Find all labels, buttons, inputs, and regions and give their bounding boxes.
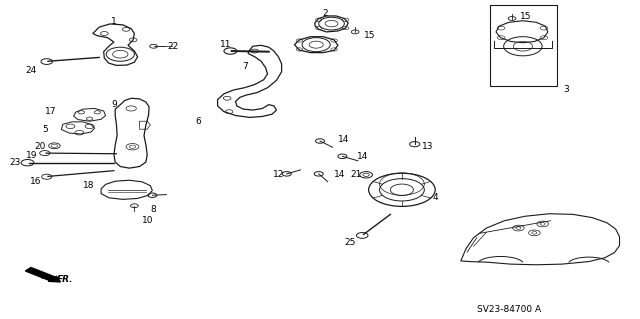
Text: 2: 2 <box>323 9 328 18</box>
Text: 9: 9 <box>111 100 117 109</box>
Text: 19: 19 <box>26 151 37 160</box>
Text: FR.: FR. <box>56 275 73 284</box>
Text: 16: 16 <box>30 177 42 186</box>
Text: SV23-84700 A: SV23-84700 A <box>477 305 541 314</box>
Text: 21: 21 <box>350 170 362 179</box>
Text: 3: 3 <box>563 85 569 94</box>
Text: 15: 15 <box>364 31 375 40</box>
FancyArrow shape <box>26 268 61 282</box>
Text: 17: 17 <box>45 107 56 116</box>
Text: 5: 5 <box>42 125 48 134</box>
Text: 6: 6 <box>195 117 201 126</box>
Text: 23: 23 <box>10 158 21 167</box>
Text: 18: 18 <box>83 182 95 190</box>
Text: 12: 12 <box>273 170 285 179</box>
Text: 22: 22 <box>168 42 179 51</box>
Text: 8: 8 <box>150 205 156 214</box>
Text: 1: 1 <box>111 17 116 26</box>
Text: 10: 10 <box>142 216 154 225</box>
Text: 14: 14 <box>357 152 369 161</box>
Text: 25: 25 <box>344 238 356 247</box>
Text: 15: 15 <box>520 12 531 21</box>
Text: 20: 20 <box>35 142 46 151</box>
Text: 24: 24 <box>25 66 36 75</box>
Text: 11: 11 <box>220 40 232 49</box>
Text: 4: 4 <box>433 193 438 202</box>
Text: 14: 14 <box>334 170 346 179</box>
Text: 13: 13 <box>422 142 434 151</box>
Text: 7: 7 <box>243 63 248 71</box>
Text: 14: 14 <box>338 135 349 144</box>
